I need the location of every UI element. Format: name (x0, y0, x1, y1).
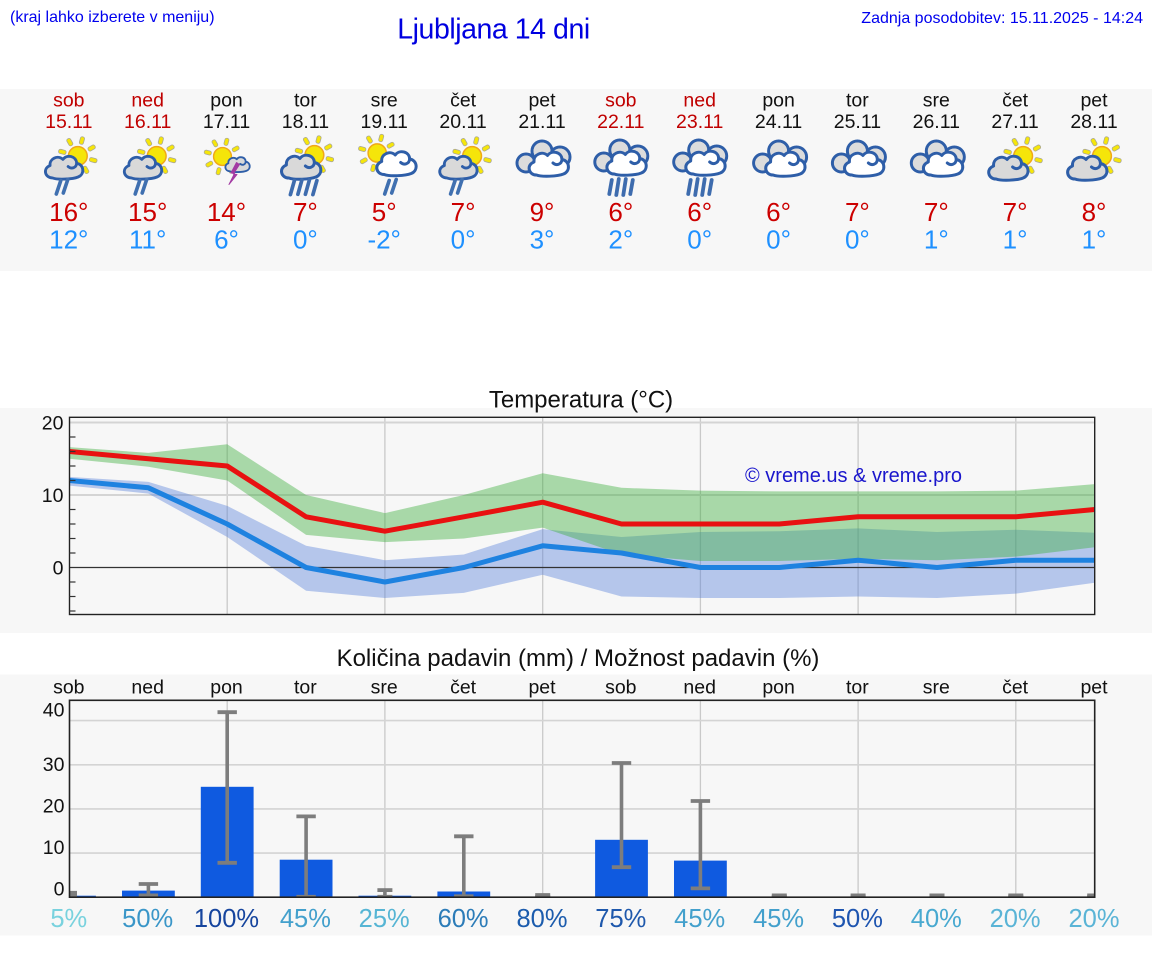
svg-text:5°: 5° (372, 197, 397, 227)
svg-text:Temperatura (°C): Temperatura (°C) (489, 387, 673, 414)
svg-text:tor: tor (846, 90, 869, 112)
svg-text:čet: čet (1002, 677, 1029, 699)
svg-text:pon: pon (210, 90, 243, 112)
svg-text:ned: ned (683, 90, 716, 112)
svg-text:16.11: 16.11 (124, 111, 171, 133)
svg-text:0°: 0° (845, 225, 870, 255)
svg-text:sob: sob (605, 90, 637, 112)
svg-text:8°: 8° (1082, 197, 1107, 227)
svg-text:sre: sre (923, 677, 950, 699)
svg-text:Količina padavin (mm) / Možnos: Količina padavin (mm) / Možnost padavin … (337, 645, 820, 672)
svg-text:15.11: 15.11 (45, 111, 92, 133)
svg-text:30: 30 (43, 754, 65, 776)
svg-text:11°: 11° (129, 225, 166, 255)
svg-text:(kraj lahko izberete v meniju): (kraj lahko izberete v meniju) (10, 9, 215, 26)
svg-text:20: 20 (43, 796, 65, 818)
svg-text:7°: 7° (924, 197, 949, 227)
svg-text:40%: 40% (911, 905, 962, 933)
svg-text:pon: pon (210, 677, 243, 699)
svg-text:Ljubljana 14 dni: Ljubljana 14 dni (397, 14, 589, 46)
svg-text:60%: 60% (438, 905, 489, 933)
svg-text:2°: 2° (608, 225, 633, 255)
svg-text:3°: 3° (530, 225, 555, 255)
svg-text:16°: 16° (49, 197, 88, 227)
svg-text:26.11: 26.11 (913, 111, 960, 133)
svg-text:40: 40 (43, 700, 65, 722)
svg-text:15°: 15° (128, 197, 167, 227)
svg-text:sob: sob (605, 677, 637, 699)
svg-text:tor: tor (294, 677, 317, 699)
svg-text:čet: čet (450, 677, 477, 699)
svg-text:25.11: 25.11 (834, 111, 881, 133)
svg-text:0°: 0° (451, 225, 476, 255)
svg-text:6°: 6° (766, 197, 791, 227)
svg-text:10: 10 (42, 485, 64, 507)
svg-text:7°: 7° (845, 197, 870, 227)
svg-text:© vreme.us & vreme.pro: © vreme.us & vreme.pro (745, 465, 962, 487)
svg-text:sre: sre (923, 90, 950, 112)
svg-text:75%: 75% (595, 905, 646, 933)
svg-text:1°: 1° (1003, 225, 1028, 255)
svg-text:20.11: 20.11 (439, 111, 486, 133)
svg-text:18.11: 18.11 (282, 111, 329, 133)
svg-text:25%: 25% (359, 905, 410, 933)
svg-text:45%: 45% (674, 905, 725, 933)
svg-text:pet: pet (528, 677, 556, 699)
svg-text:0: 0 (53, 558, 64, 580)
svg-text:12°: 12° (49, 225, 88, 255)
svg-text:6°: 6° (608, 197, 633, 227)
svg-text:50%: 50% (832, 905, 883, 933)
svg-text:tor: tor (294, 90, 317, 112)
svg-text:sre: sre (371, 677, 398, 699)
svg-text:50%: 50% (122, 905, 173, 933)
svg-text:20: 20 (42, 413, 64, 435)
svg-text:ned: ned (131, 677, 164, 699)
svg-text:čet: čet (450, 90, 477, 112)
svg-text:24.11: 24.11 (755, 111, 802, 133)
svg-text:9°: 9° (530, 197, 555, 227)
svg-text:0°: 0° (293, 225, 318, 255)
svg-text:45%: 45% (280, 905, 331, 933)
svg-text:1°: 1° (1082, 225, 1107, 255)
svg-text:100%: 100% (194, 905, 259, 933)
svg-text:7°: 7° (451, 197, 476, 227)
svg-text:5%: 5% (50, 905, 87, 933)
svg-text:sob: sob (53, 90, 85, 112)
svg-text:20%: 20% (990, 905, 1041, 933)
svg-text:pet: pet (1080, 677, 1108, 699)
svg-text:6°: 6° (214, 225, 239, 255)
svg-text:6°: 6° (687, 197, 712, 227)
svg-text:10: 10 (43, 837, 65, 859)
svg-text:7°: 7° (293, 197, 318, 227)
svg-text:ned: ned (131, 90, 164, 112)
svg-text:14°: 14° (207, 197, 246, 227)
svg-text:čet: čet (1002, 90, 1029, 112)
svg-text:22.11: 22.11 (597, 111, 644, 133)
svg-text:19.11: 19.11 (361, 111, 408, 133)
svg-text:0°: 0° (687, 225, 712, 255)
svg-text:pon: pon (762, 677, 795, 699)
svg-text:17.11: 17.11 (203, 111, 250, 133)
svg-text:ned: ned (683, 677, 716, 699)
svg-text:23.11: 23.11 (676, 111, 723, 133)
svg-text:27.11: 27.11 (991, 111, 1038, 133)
svg-text:45%: 45% (753, 905, 804, 933)
svg-text:20%: 20% (1068, 905, 1119, 933)
svg-text:0: 0 (54, 879, 65, 901)
svg-text:7°: 7° (1003, 197, 1028, 227)
svg-text:Zadnja posodobitev: 15.11.2025: Zadnja posodobitev: 15.11.2025 - 14:24 (861, 10, 1143, 27)
svg-text:tor: tor (846, 677, 869, 699)
svg-text:80%: 80% (516, 905, 567, 933)
svg-text:pon: pon (762, 90, 795, 112)
svg-text:-2°: -2° (367, 225, 401, 255)
svg-text:1°: 1° (924, 225, 949, 255)
svg-text:0°: 0° (766, 225, 791, 255)
svg-text:pet: pet (1080, 90, 1108, 112)
svg-text:28.11: 28.11 (1070, 111, 1117, 133)
svg-text:sob: sob (53, 677, 85, 699)
svg-text:pet: pet (528, 90, 556, 112)
svg-text:sre: sre (371, 90, 398, 112)
svg-text:21.11: 21.11 (518, 111, 565, 133)
